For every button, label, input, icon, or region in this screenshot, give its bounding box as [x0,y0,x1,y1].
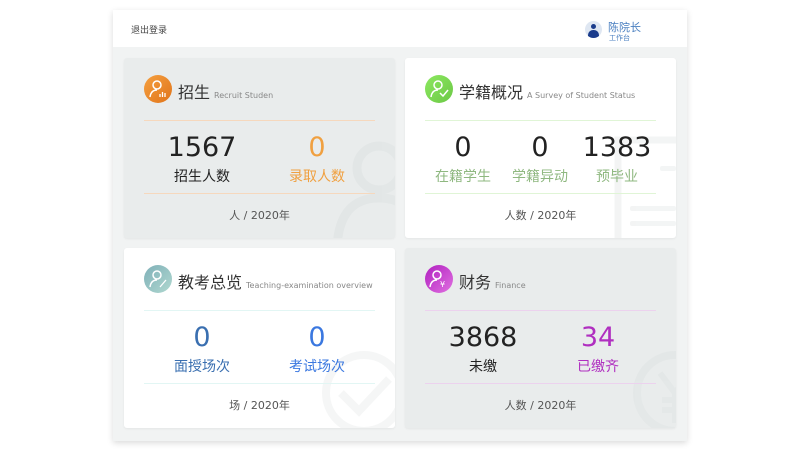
stat-label: 招生人数 [174,169,230,185]
stat-value: 0 [531,132,549,163]
check-watermark-icon [322,351,395,428]
user-chart-icon [144,75,172,103]
stat-label: 在籍学生 [435,169,491,185]
stat-value: 3868 [448,322,518,353]
divider [144,193,375,194]
logout-link[interactable]: 退出登录 [131,26,168,36]
stat-label: 录取人数 [289,169,345,185]
card-student-status[interactable]: 学籍概况 A Survey of Student Status 0 在籍学生 0 … [405,58,676,238]
document-watermark-icon [614,136,676,238]
card-title: 财务 Finance [459,273,526,292]
stat-value: 1383 [582,132,652,163]
stat-label: 未缴 [469,359,497,375]
stat-label: 面授场次 [174,359,230,375]
stat-value: 0 [454,132,472,163]
card-footer: 场 / 2020年 [229,399,290,412]
card-title: 招生 Recruit Studen [178,83,274,102]
stat-value: 0 [308,132,326,163]
avatar[interactable] [585,21,602,38]
stat-value: 0 [193,322,211,353]
stat-label: 考试场次 [289,359,345,375]
card-finance[interactable]: ¥ 财务 Finance 3868 未缴 34 已缴齐 人数 / 2020年 [405,248,676,428]
user-check-icon [425,75,453,103]
divider [425,383,656,384]
yen-watermark-icon [633,351,676,428]
card-footer: 人数 / 2020年 [504,209,577,222]
card-title: 教考总览 Teaching-examination overview [178,273,373,292]
user-name[interactable]: 陈院长 [608,21,641,34]
card-title: 学籍概况 A Survey of Student Status [459,83,636,102]
divider [425,193,656,194]
card-footer: 人数 / 2020年 [504,399,577,412]
divider [144,383,375,384]
svg-text:¥: ¥ [440,280,445,289]
user-percent-icon [144,265,172,293]
stat-value: 34 [580,322,616,353]
divider [425,310,656,311]
stat-label: 学籍异动 [512,169,568,185]
stat-label: 预毕业 [596,169,638,185]
stat-value: 0 [308,322,326,353]
user-watermark-icon [333,141,395,238]
card-teaching-exam[interactable]: 教考总览 Teaching-examination overview 0 面授场次… [124,248,395,428]
divider [144,120,375,121]
header: 退出登录 陈院长 工作台 [113,10,687,47]
divider [425,120,656,121]
stat-value: 1567 [167,132,237,163]
app-window: 退出登录 陈院长 工作台 招生 Recruit Studen 1567 招生人数 … [113,10,687,441]
card-recruit[interactable]: 招生 Recruit Studen 1567 招生人数 0 录取人数 人 / 20… [124,58,395,238]
stat-label: 已缴齐 [577,359,619,375]
workbench-link[interactable]: 工作台 [609,34,630,42]
divider [144,310,375,311]
user-yen-icon: ¥ [425,265,453,293]
card-footer: 人 / 2020年 [229,209,290,222]
